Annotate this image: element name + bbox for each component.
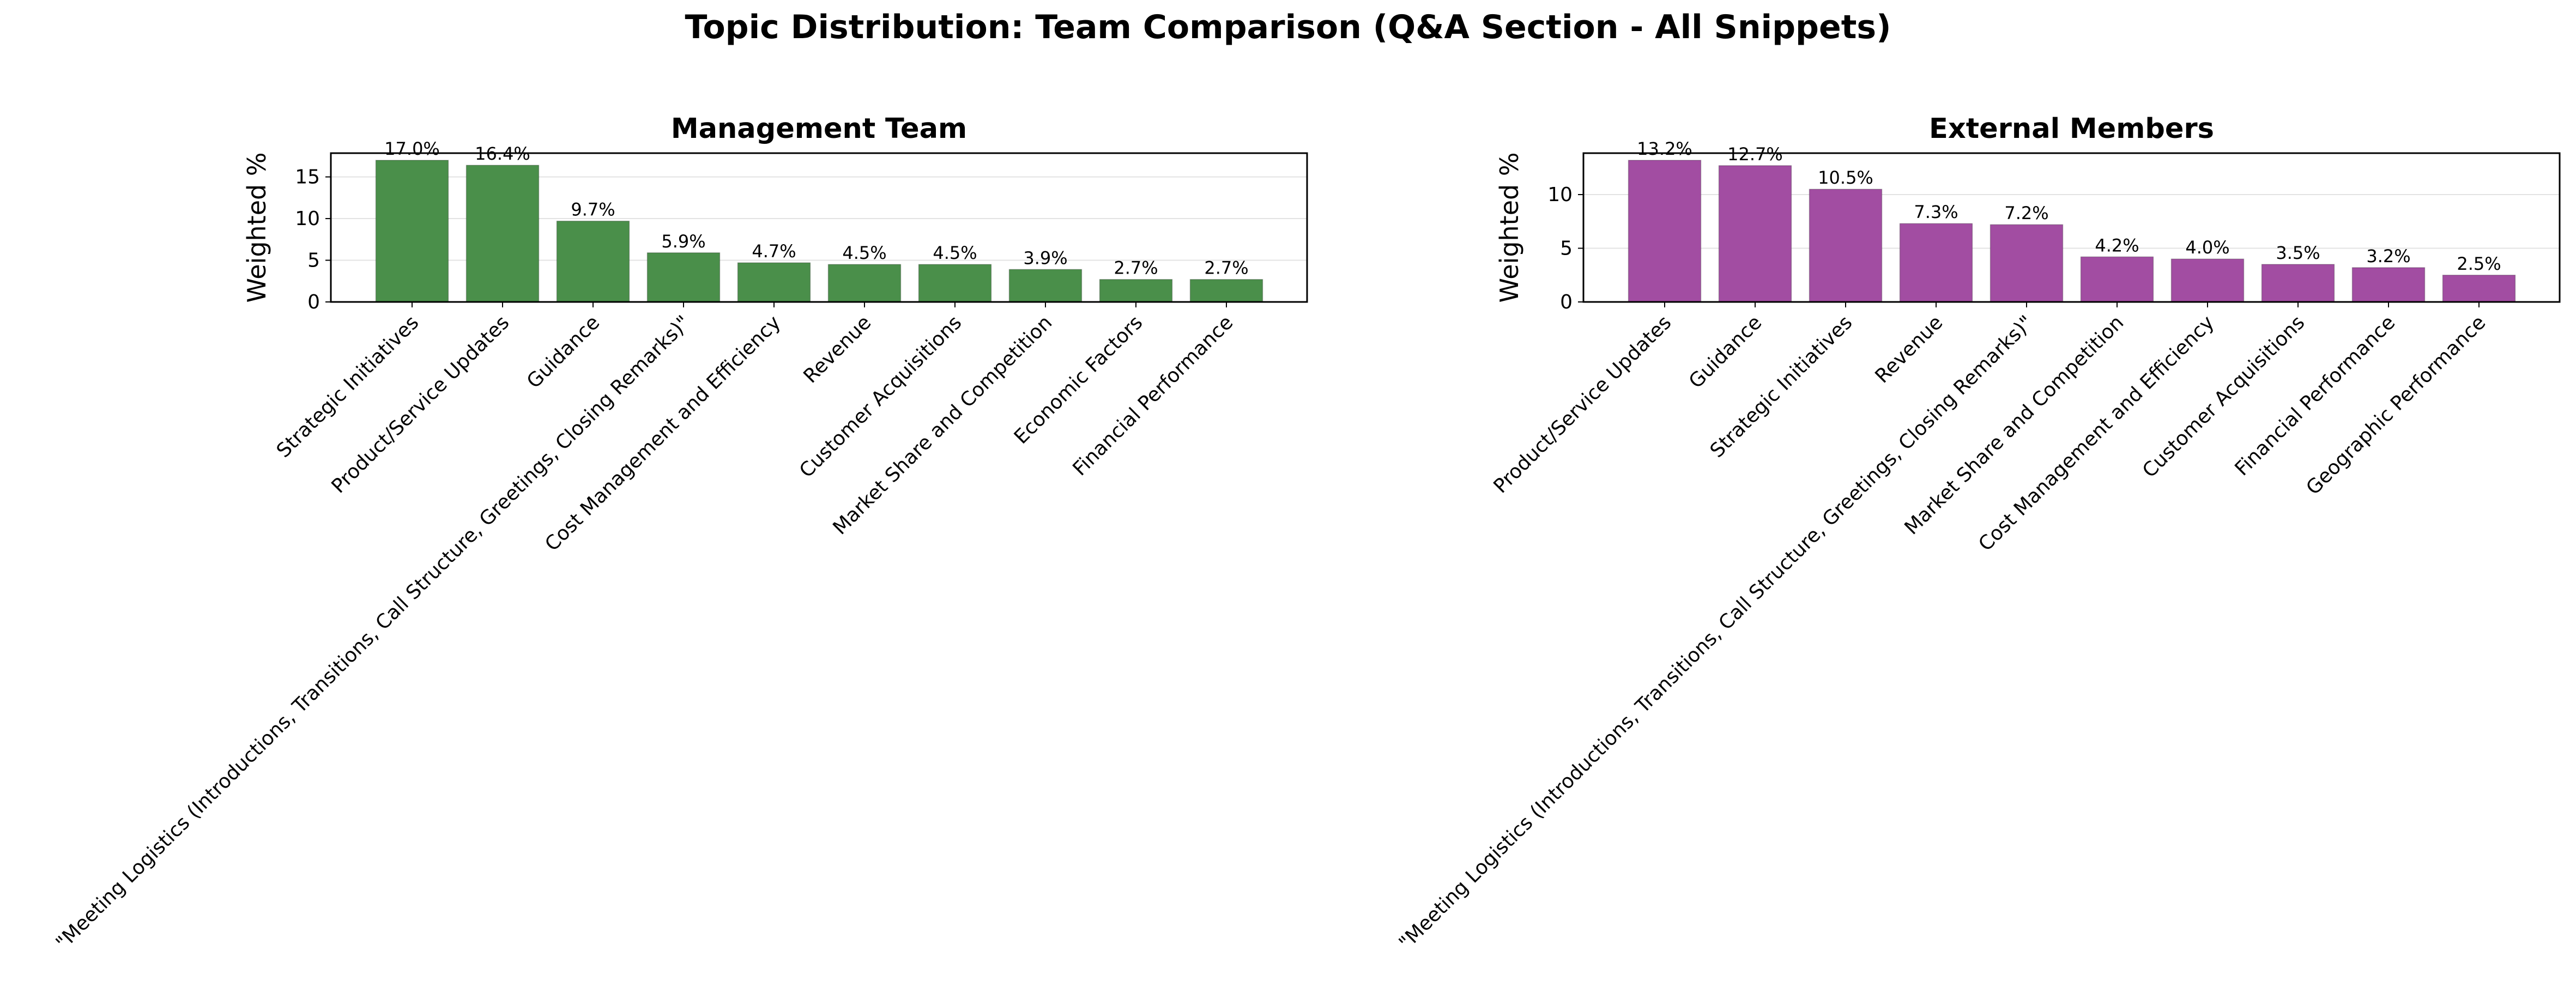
bar bbox=[918, 264, 992, 302]
bar bbox=[2351, 267, 2426, 302]
bar-value-label: 4.5% bbox=[842, 243, 886, 263]
x-tick-label: Customer Acquisitions bbox=[795, 311, 966, 482]
y-axis-label: Weighted % bbox=[1495, 152, 1524, 302]
bar-value-label: 5.9% bbox=[661, 231, 705, 252]
x-tick-label: Financial Performance bbox=[1068, 311, 1237, 480]
y-tick-label: 15 bbox=[295, 166, 320, 189]
x-tick-label: Revenue bbox=[1871, 311, 1948, 388]
bar-value-label: 7.3% bbox=[1914, 202, 1958, 222]
bar bbox=[737, 262, 811, 302]
bar bbox=[827, 264, 902, 302]
bar-value-label: 4.7% bbox=[752, 241, 796, 262]
bar-value-label: 4.0% bbox=[2185, 237, 2229, 258]
bar bbox=[465, 165, 540, 302]
bar bbox=[1718, 165, 1792, 302]
bar-value-label: 10.5% bbox=[1818, 167, 1873, 188]
bar bbox=[1990, 224, 2064, 302]
y-tick-label: 10 bbox=[295, 208, 320, 230]
bar-value-label: 3.2% bbox=[2366, 246, 2410, 267]
x-tick-label: "Meeting Logistics (Introductions, Trans… bbox=[1395, 311, 2038, 954]
chart-external-members: External Members 13.2% Product/Service Upd… bbox=[1395, 113, 2561, 954]
bar-value-label: 9.7% bbox=[571, 199, 615, 220]
subplot-title: Management Team bbox=[671, 113, 967, 145]
bar bbox=[1899, 223, 1973, 302]
figure-title: Topic Distribution: Team Comparison (Q&A… bbox=[685, 8, 1891, 46]
bar bbox=[1628, 160, 1702, 302]
subplot-title: External Members bbox=[1929, 113, 2214, 145]
bar-value-label: 2.5% bbox=[2457, 253, 2501, 274]
bar-value-label: 3.5% bbox=[2276, 243, 2320, 263]
bar-value-label: 2.7% bbox=[1114, 258, 1158, 279]
x-tick-label: Guidance bbox=[1685, 311, 1766, 392]
x-tick-label: Revenue bbox=[800, 311, 876, 388]
bar-value-label: 12.7% bbox=[1727, 144, 1783, 165]
axes-frame bbox=[330, 152, 1308, 303]
bar bbox=[2170, 258, 2245, 302]
bar-value-label: 17.0% bbox=[384, 138, 440, 159]
bar bbox=[1008, 269, 1083, 302]
y-tick-label: 0 bbox=[1560, 291, 1573, 313]
bar-value-label: 4.2% bbox=[2095, 235, 2139, 256]
y-axis-label: Weighted % bbox=[242, 152, 271, 302]
bar bbox=[646, 252, 721, 302]
bar-value-label: 2.7% bbox=[1204, 258, 1248, 279]
x-tick-label: Product/Service Updates bbox=[1490, 311, 1676, 498]
bar-value-label: 13.2% bbox=[1637, 138, 1692, 159]
x-tick-label: "Meeting Logistics (Introductions, Trans… bbox=[52, 311, 695, 954]
y-tick-label: 5 bbox=[307, 250, 320, 272]
bar bbox=[2261, 264, 2335, 302]
bar-value-label: 4.5% bbox=[933, 243, 977, 263]
bar bbox=[1189, 279, 1263, 302]
bar-value-label: 3.9% bbox=[1023, 247, 1067, 268]
bar-value-label: 7.2% bbox=[2004, 203, 2048, 223]
x-tick-label: Product/Service Updates bbox=[328, 311, 514, 498]
bar bbox=[2080, 256, 2154, 302]
y-tick-label: 0 bbox=[307, 291, 320, 313]
y-tick-label: 10 bbox=[1547, 184, 1573, 206]
x-tick-label: Financial Performance bbox=[2230, 311, 2399, 480]
x-tick-label: Guidance bbox=[523, 311, 604, 392]
bar bbox=[375, 160, 449, 302]
x-tick-label: Geographic Performance bbox=[2302, 311, 2490, 499]
bar bbox=[1809, 189, 1883, 302]
bar bbox=[2442, 275, 2516, 302]
axes-frame bbox=[1582, 152, 2561, 303]
bar bbox=[1099, 279, 1173, 302]
y-tick-label: 5 bbox=[1560, 238, 1573, 260]
bar bbox=[556, 220, 630, 302]
x-tick-label: Customer Acquisitions bbox=[2138, 311, 2309, 482]
